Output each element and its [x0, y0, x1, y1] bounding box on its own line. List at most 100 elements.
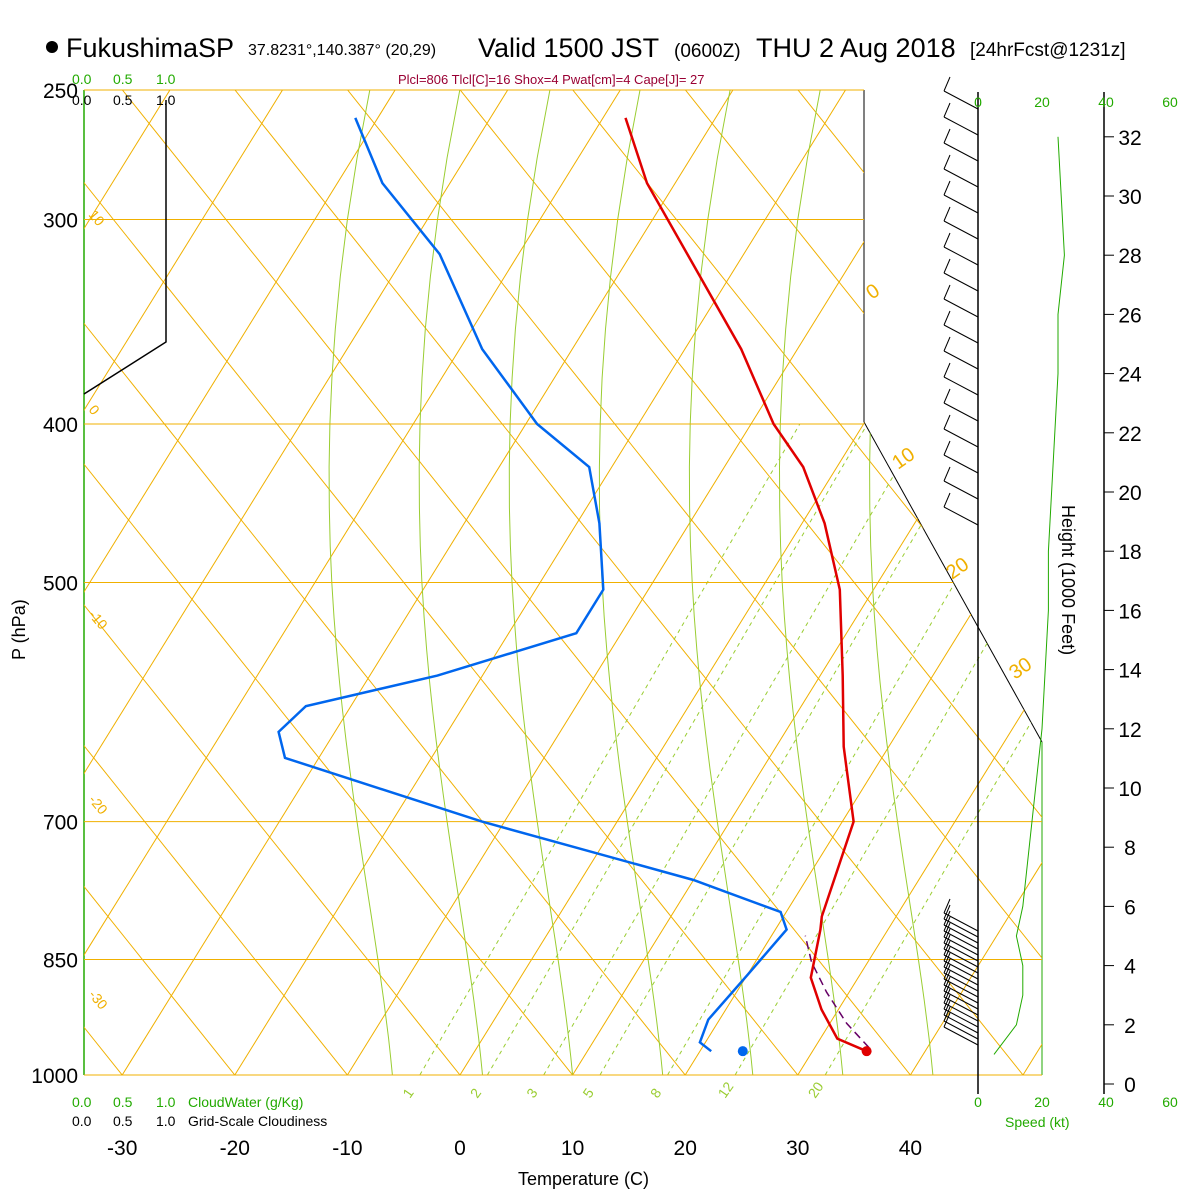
wind-barb-glyph [943, 952, 979, 986]
pressure-tick-label: 500 [43, 573, 78, 596]
y-axis-title: P (hPa) [9, 599, 29, 660]
moist-adiabat-line [778, 90, 844, 1075]
wind-barb-staff [943, 948, 979, 968]
mixing-ratio-label: 1 [399, 1085, 417, 1101]
theta-line [84, 90, 348, 1075]
mixing-ratio-line [824, 423, 1042, 1075]
wind-barb-feather [943, 994, 951, 1010]
cloudiness-tick-top: 0.0 [72, 92, 92, 108]
mixing-ratio-label: 5 [579, 1085, 597, 1101]
wind-barb-glyph [943, 988, 979, 1022]
wind-barb-glyph [943, 976, 979, 1010]
theta-line [84, 90, 236, 1075]
wind-barb-feather [943, 492, 951, 508]
height-tick-label: 32 [1118, 127, 1141, 150]
wind-barb-glyph [943, 414, 979, 448]
wind-barb-glyph [943, 898, 979, 932]
height-tick-label: 28 [1118, 245, 1141, 268]
wind-barb-feather [943, 934, 951, 950]
pressure-tick-label: 250 [43, 80, 78, 103]
parcel-trace [804, 935, 870, 1049]
temperature-tick-label: 30 [786, 1137, 809, 1160]
wind-barb-glyph [943, 492, 979, 526]
height-tick-label: 14 [1118, 660, 1142, 683]
wind-barb-staff [943, 978, 979, 998]
sounding-traces [83, 100, 1065, 1057]
wind-barb-staff [943, 90, 979, 110]
wind-barb-feather [943, 388, 951, 404]
height-tick-label: 30 [1118, 186, 1141, 209]
wind-barb-staff [943, 194, 979, 214]
pressure-tick-label: 1000 [31, 1065, 78, 1088]
height-tick-label: 26 [1118, 304, 1141, 327]
wind-barb-staff [943, 168, 979, 188]
wind-barb-staff [943, 1002, 979, 1022]
moist-adiabat-line [328, 90, 393, 1075]
wind-barb-feather [943, 128, 951, 144]
wind-barb-feather [943, 258, 951, 274]
cloudwater-tick-top: 0.0 [72, 71, 92, 87]
isotherm-label-left: -20 [86, 792, 111, 818]
mixing-ratio-line [734, 423, 1042, 1075]
cloudiness-tick-top: 0.5 [113, 92, 133, 108]
theta-line [685, 90, 1042, 1075]
wind-barb-glyph [943, 388, 979, 422]
wind-barb-feather [943, 952, 951, 968]
wind-barb-glyph [943, 362, 979, 396]
temperature-tick-label: 0 [454, 1137, 466, 1160]
mixing-ratio-label: 3 [523, 1085, 541, 1101]
wind-barb-staff [943, 924, 979, 944]
wind-barb-feather [943, 362, 951, 378]
station-name: FukushimaSP [66, 33, 234, 63]
sounding-params: Plcl=806 Tlcl[C]=16 Shox=4 Pwat[cm]=4 Ca… [398, 72, 705, 87]
wind-barb-feather [943, 206, 951, 222]
isotherm-label-right: 0 [862, 280, 884, 304]
wind-barb-glyph [943, 76, 979, 110]
wind-barb-staff [943, 996, 979, 1016]
isotherm-line [84, 90, 283, 1075]
isotherm-label-left: -30 [86, 987, 111, 1013]
wind-barb-staff [943, 454, 979, 474]
cloudwater-title: CloudWater (g/Kg) [188, 1094, 303, 1110]
wind-barb-feather [943, 414, 951, 430]
speed-tick-bottom: 0 [974, 1094, 982, 1110]
mixing-ratio-label: 20 [805, 1079, 827, 1101]
mixing-ratio-label: 12 [714, 1079, 736, 1101]
mixing-ratio-line [599, 423, 981, 1075]
wind-barb-feather [943, 284, 951, 300]
height-tick-label: 0 [1124, 1074, 1136, 1097]
wind-barb-staff [943, 990, 979, 1010]
speed-tick-top: 20 [1034, 94, 1050, 110]
wind-barbs [943, 76, 979, 1046]
height-tick-label: 18 [1118, 541, 1141, 564]
wind-barb-glyph [943, 916, 979, 950]
wind-barb-feather [943, 910, 951, 926]
height-tick-label: 20 [1118, 482, 1141, 505]
wind-barb-feather [943, 440, 951, 456]
wind-barb-feather [943, 964, 951, 980]
speed-tick-bottom: 60 [1162, 1094, 1178, 1110]
wind-barb-staff [943, 1014, 979, 1034]
wind-barb-staff [943, 428, 979, 448]
wind-barb-feather [943, 232, 951, 248]
wind-barb-glyph [943, 1012, 979, 1046]
theta-line [0, 90, 10, 1075]
height-tick-label: 8 [1124, 837, 1136, 860]
wind-barb-glyph [943, 180, 979, 214]
wind-barb-feather [943, 76, 951, 92]
temperature-trace [624, 117, 868, 1053]
wind-barb-staff [943, 954, 979, 974]
mixing-ratio-label: 8 [647, 1085, 665, 1101]
wind-barb-feather [943, 336, 951, 352]
moist-adiabat-line [598, 90, 664, 1075]
wind-barb-staff [943, 1026, 979, 1046]
wind-barb-staff [943, 960, 979, 980]
theta-line [1022, 90, 1042, 1075]
cloudwater-tick-bottom: 0.0 [72, 1094, 92, 1110]
isotherm-label-right: 10 [888, 443, 919, 474]
wind-barb-feather [943, 982, 951, 998]
height-tick-label: 16 [1118, 600, 1141, 623]
surface-temperature-marker [861, 1046, 872, 1057]
wind-barb-feather [943, 1006, 951, 1022]
